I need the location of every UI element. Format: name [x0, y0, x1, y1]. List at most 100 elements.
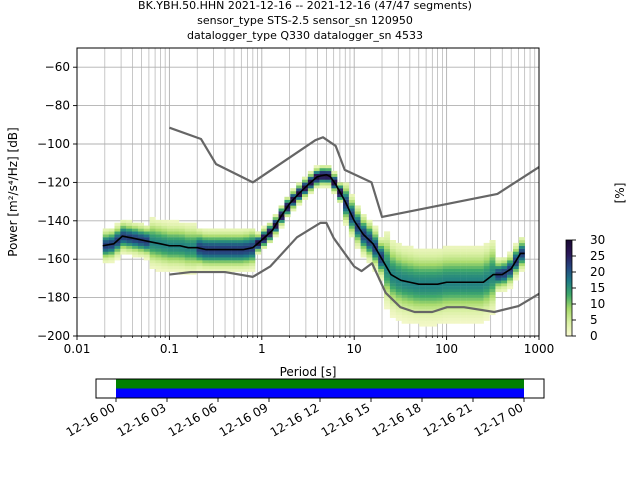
heatmap-cell — [102, 242, 109, 246]
heatmap-cell — [460, 297, 467, 301]
heatmap-cell — [483, 248, 490, 252]
heatmap-cell — [389, 248, 396, 252]
heatmap-cell — [284, 196, 291, 200]
heatmap-cell — [272, 225, 279, 229]
heatmap-cell — [395, 280, 402, 284]
heatmap-cell — [448, 263, 455, 267]
heatmap-cell — [202, 228, 209, 232]
heatmap-cell — [184, 240, 191, 244]
heatmap-cell — [483, 245, 490, 249]
heatmap-cell — [149, 248, 156, 252]
heatmap-cell — [518, 254, 525, 258]
heatmap-cell — [243, 257, 250, 261]
heatmap-cell — [430, 314, 437, 318]
heatmap-cell — [378, 242, 385, 246]
heatmap-cell — [477, 314, 484, 318]
heatmap-cell — [155, 268, 162, 272]
heatmap-cell — [436, 277, 443, 281]
heatmap-cell — [143, 254, 150, 258]
heatmap-cell — [178, 248, 185, 252]
heatmap-cell — [214, 260, 221, 264]
heatmap-cell — [389, 312, 396, 316]
heatmap-cell — [483, 291, 490, 295]
heatmap-cell — [512, 271, 520, 275]
heatmap-cell — [495, 260, 502, 264]
heatmap-cell — [214, 254, 221, 258]
heatmap-cell — [489, 257, 496, 261]
heatmap-cell — [372, 242, 379, 246]
heatmap-cell — [184, 265, 191, 269]
heatmap-cell — [389, 291, 396, 295]
heatmap-cell — [155, 248, 162, 252]
heatmap-cell — [366, 242, 373, 246]
colorbar-label: [%] — [613, 183, 627, 204]
heatmap-cell — [325, 182, 332, 186]
heatmap-cell — [302, 191, 309, 195]
heatmap-cell — [173, 237, 180, 241]
heatmap-cell — [173, 268, 180, 272]
heatmap-cell — [302, 179, 309, 183]
heatmap-cell — [395, 245, 402, 249]
heatmap-cell — [313, 179, 320, 183]
heatmap-cell — [442, 286, 449, 290]
heatmap-cell — [108, 257, 115, 261]
timeline-tick-label: 12-16 21 — [421, 400, 475, 439]
heatmap-cell — [466, 314, 473, 318]
heatmap-cell — [278, 211, 285, 215]
heatmap-cell — [460, 320, 467, 324]
heatmap-cell — [436, 291, 443, 295]
heatmap-cell — [284, 214, 291, 218]
heatmap-cell — [471, 263, 479, 267]
heatmap-cell — [225, 260, 232, 264]
heatmap-cell — [161, 260, 168, 264]
heatmap-cell — [108, 240, 115, 244]
heatmap-cell — [208, 265, 215, 269]
heatmap-cell — [260, 231, 268, 235]
heatmap-cell — [137, 248, 144, 252]
heatmap-cell — [419, 274, 426, 278]
heatmap-cell — [507, 260, 514, 264]
heatmap-cell — [231, 234, 238, 238]
heatmap-cell — [132, 231, 139, 235]
heatmap-cell — [501, 260, 508, 264]
heatmap-cell — [471, 309, 479, 313]
heatmap-cell — [454, 283, 461, 287]
heatmap-cell — [331, 179, 338, 183]
heatmap-cell — [495, 263, 502, 267]
heatmap-cell — [284, 208, 291, 212]
heatmap-cell — [395, 257, 402, 261]
heatmap-cell — [395, 317, 402, 321]
heatmap-cell — [436, 312, 443, 316]
heatmap-cell — [348, 234, 355, 238]
heatmap-cell — [419, 271, 426, 275]
heatmap-cell — [489, 245, 496, 249]
heatmap-cell — [266, 234, 273, 238]
heatmap-cell — [483, 263, 490, 267]
heatmap-cell — [325, 168, 332, 172]
heatmap-cell — [413, 248, 420, 252]
heatmap-cell — [407, 283, 414, 287]
heatmap-cell — [401, 286, 408, 290]
heatmap-cell — [436, 254, 443, 258]
heatmap-cell — [290, 199, 297, 203]
heatmap-cell — [477, 317, 484, 321]
heatmap-cell — [489, 303, 496, 307]
heatmap-cell — [155, 234, 162, 238]
heatmap-cell — [413, 309, 420, 313]
heatmap-cell — [389, 306, 396, 310]
heatmap-cell — [348, 193, 355, 197]
heatmap-cell — [466, 297, 473, 301]
heatmap-cell — [384, 231, 391, 235]
heatmap-cell — [184, 228, 191, 232]
heatmap-cell — [196, 228, 203, 232]
heatmap-cell — [454, 309, 461, 313]
heatmap-cell — [202, 263, 209, 267]
heatmap-cell — [477, 268, 484, 272]
heatmap-cell — [108, 231, 115, 235]
heatmap-cell — [178, 265, 185, 269]
heatmap-cell — [448, 257, 455, 261]
heatmap-cell — [202, 240, 209, 244]
heatmap-cell — [196, 263, 203, 267]
heatmap-cell — [454, 254, 461, 258]
heatmap-cell — [442, 268, 449, 272]
